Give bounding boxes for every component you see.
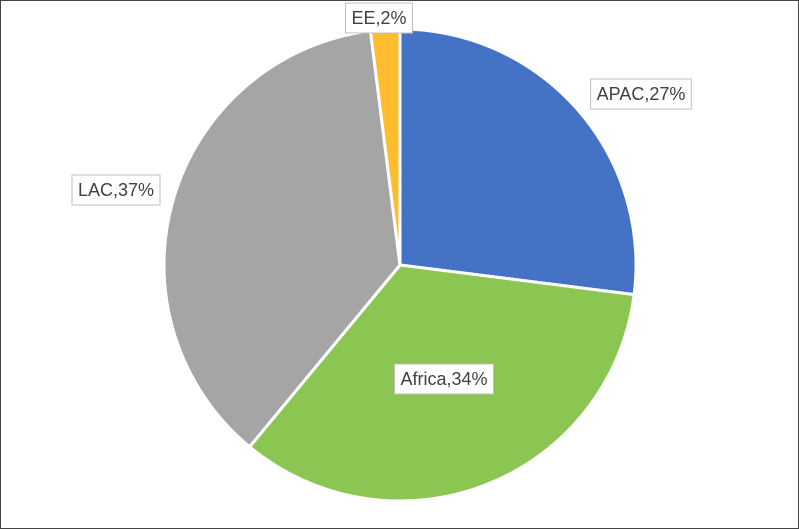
pie-slice-lac	[162, 29, 402, 449]
data-label-box	[590, 78, 692, 110]
data-label-box	[345, 2, 413, 34]
data-label-box	[71, 174, 161, 206]
data-label-text: EE,2%	[351, 8, 406, 28]
data-label-text: Africa,34%	[400, 369, 487, 389]
data-label-box	[394, 363, 494, 395]
data-label-africa: Africa,34%	[394, 363, 494, 395]
data-label-text: APAC,27%	[597, 84, 686, 104]
data-label-ee: EE,2%	[345, 2, 413, 34]
data-label-text: LAC,37%	[78, 180, 154, 200]
data-labels: APAC,27% Africa,34% LAC,37% EE,2%	[71, 2, 692, 395]
data-label-apac: APAC,27%	[590, 78, 692, 110]
data-label-lac: LAC,37%	[71, 174, 161, 206]
pie-slice-apac	[398, 27, 638, 297]
pie-slices	[162, 27, 638, 503]
